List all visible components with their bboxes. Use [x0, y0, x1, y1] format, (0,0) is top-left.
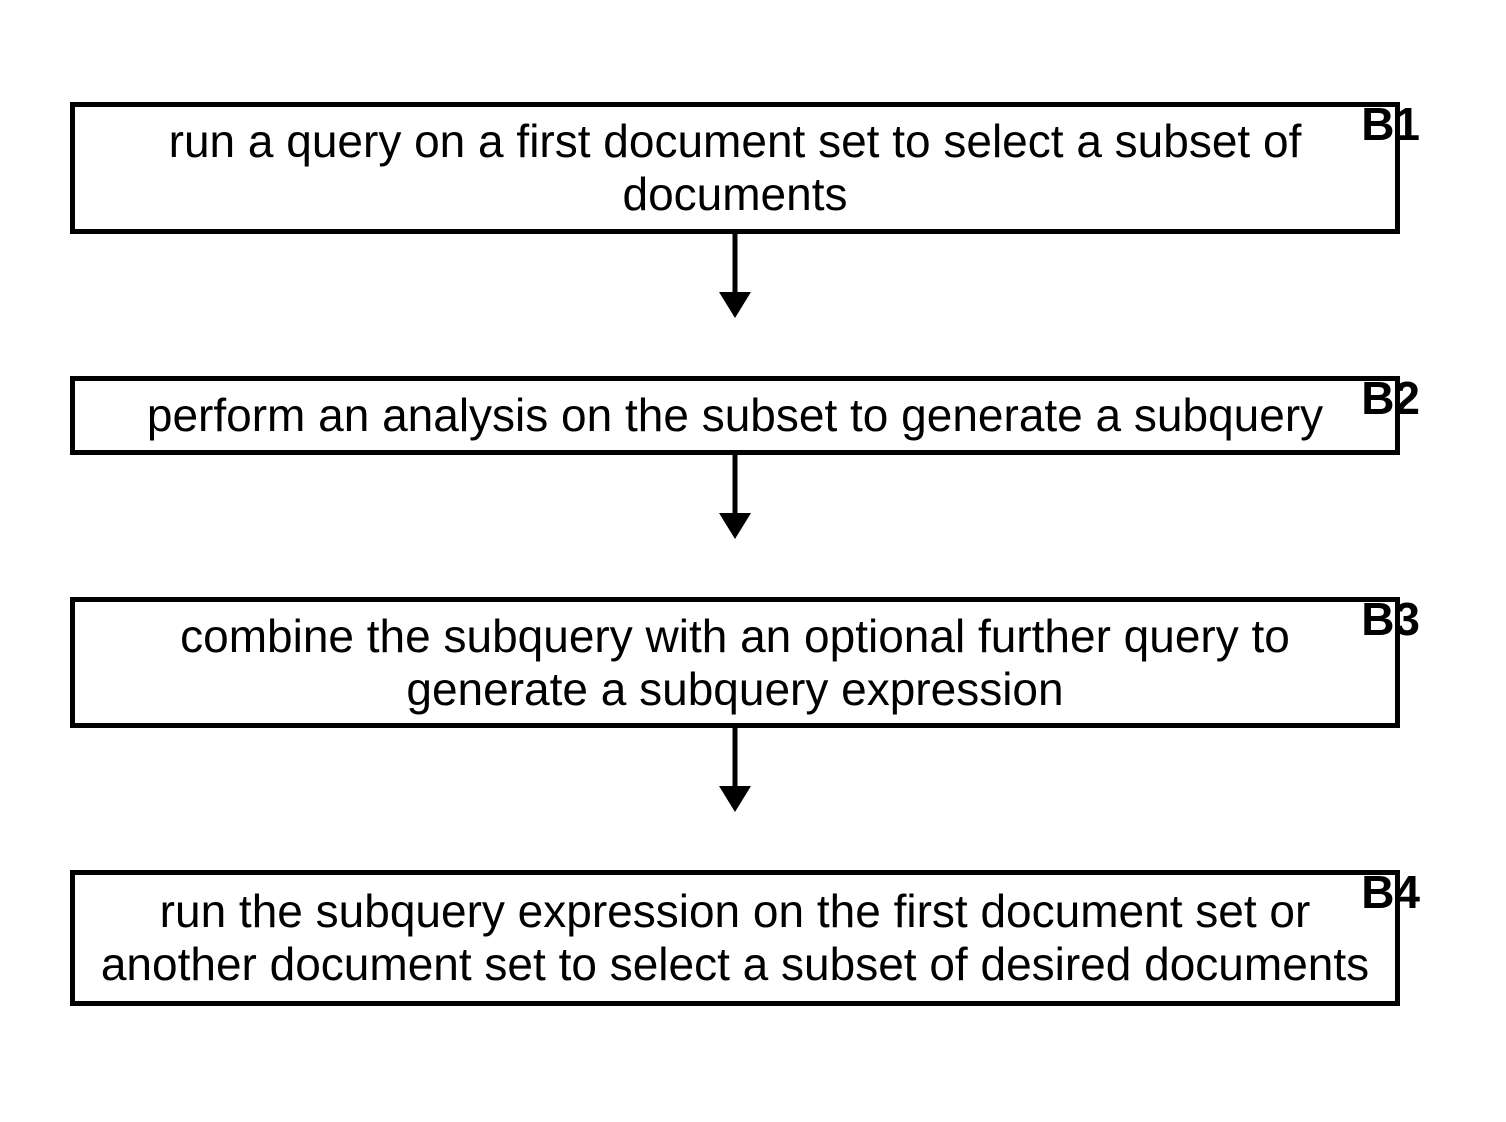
arrow-b3-b4: [70, 728, 1400, 818]
step-box-b1: run a query on a first document set to s…: [70, 102, 1400, 234]
step-box-b2: perform an analysis on the subset to gen…: [70, 376, 1400, 455]
step-wrapper-b2: B2 perform an analysis on the subset to …: [70, 376, 1430, 455]
step-label-b1: B1: [1361, 97, 1420, 151]
step-box-b3: combine the subquery with an optional fu…: [70, 597, 1400, 729]
arrow-b1-b2: [70, 234, 1400, 324]
arrow-b2-b3: [70, 455, 1400, 545]
step-wrapper-b3: B3 combine the subquery with an optional…: [70, 597, 1430, 729]
step-label-b4: B4: [1361, 865, 1420, 919]
step-label-b3: B3: [1361, 592, 1420, 646]
step-wrapper-b4: B4 run the subquery expression on the fi…: [70, 870, 1430, 1006]
step-wrapper-b1: B1 run a query on a first document set t…: [70, 102, 1430, 234]
step-label-b2: B2: [1361, 371, 1420, 425]
flowchart-container: B1 run a query on a first document set t…: [70, 50, 1430, 1006]
step-box-b4: run the subquery expression on the first…: [70, 870, 1400, 1006]
